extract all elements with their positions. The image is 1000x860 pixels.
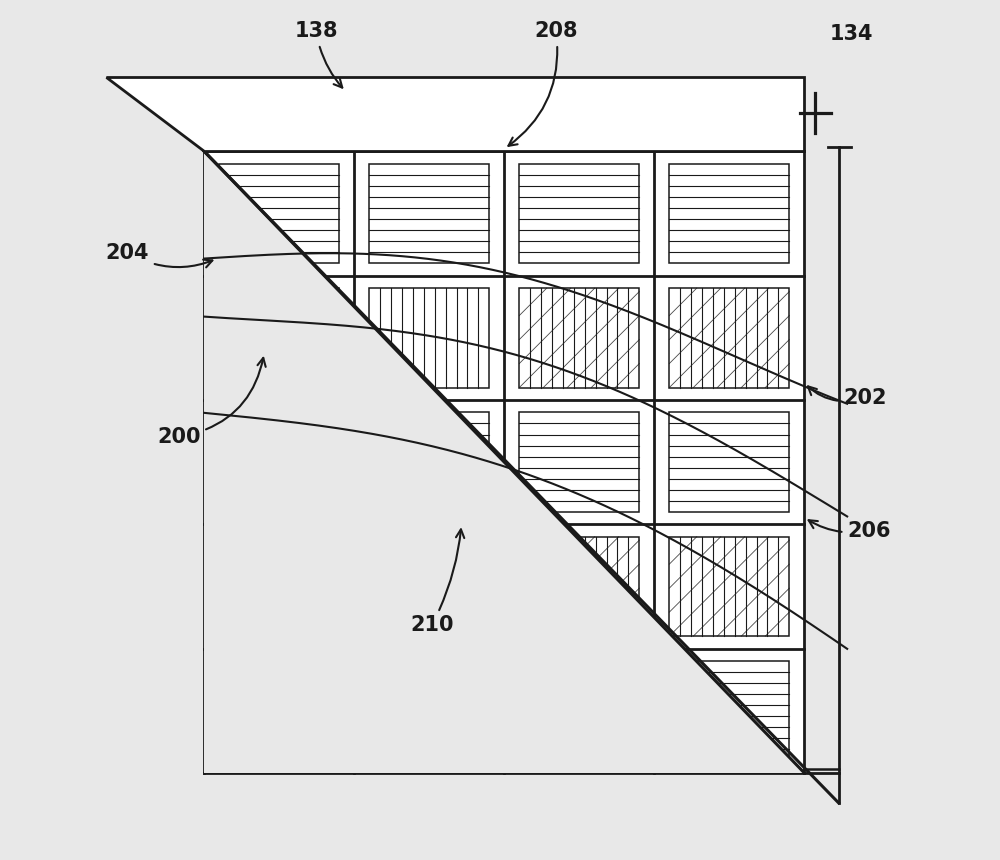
Bar xyxy=(219,288,339,388)
Bar xyxy=(519,164,639,263)
Text: 200: 200 xyxy=(157,358,266,447)
Text: 138: 138 xyxy=(294,22,342,88)
Bar xyxy=(519,288,639,388)
Polygon shape xyxy=(204,151,804,773)
Bar xyxy=(219,164,339,263)
Bar xyxy=(369,661,489,760)
Bar xyxy=(369,164,489,263)
Bar xyxy=(369,288,489,388)
Bar xyxy=(204,151,804,773)
Bar xyxy=(519,537,639,636)
Bar xyxy=(669,537,789,636)
Bar xyxy=(519,661,639,760)
Bar xyxy=(219,537,339,636)
Bar xyxy=(669,288,789,388)
Bar xyxy=(669,413,789,512)
Bar xyxy=(219,661,339,760)
Polygon shape xyxy=(106,77,804,151)
Text: 206: 206 xyxy=(809,520,891,541)
Bar xyxy=(519,413,639,512)
Bar xyxy=(369,413,489,512)
Text: 134: 134 xyxy=(830,24,874,44)
Text: 204: 204 xyxy=(106,243,212,267)
Text: 202: 202 xyxy=(808,386,886,408)
Bar xyxy=(669,661,789,760)
Bar xyxy=(369,537,489,636)
Bar xyxy=(219,413,339,512)
Text: 208: 208 xyxy=(508,22,578,146)
Bar xyxy=(669,164,789,263)
Text: 210: 210 xyxy=(410,530,464,636)
